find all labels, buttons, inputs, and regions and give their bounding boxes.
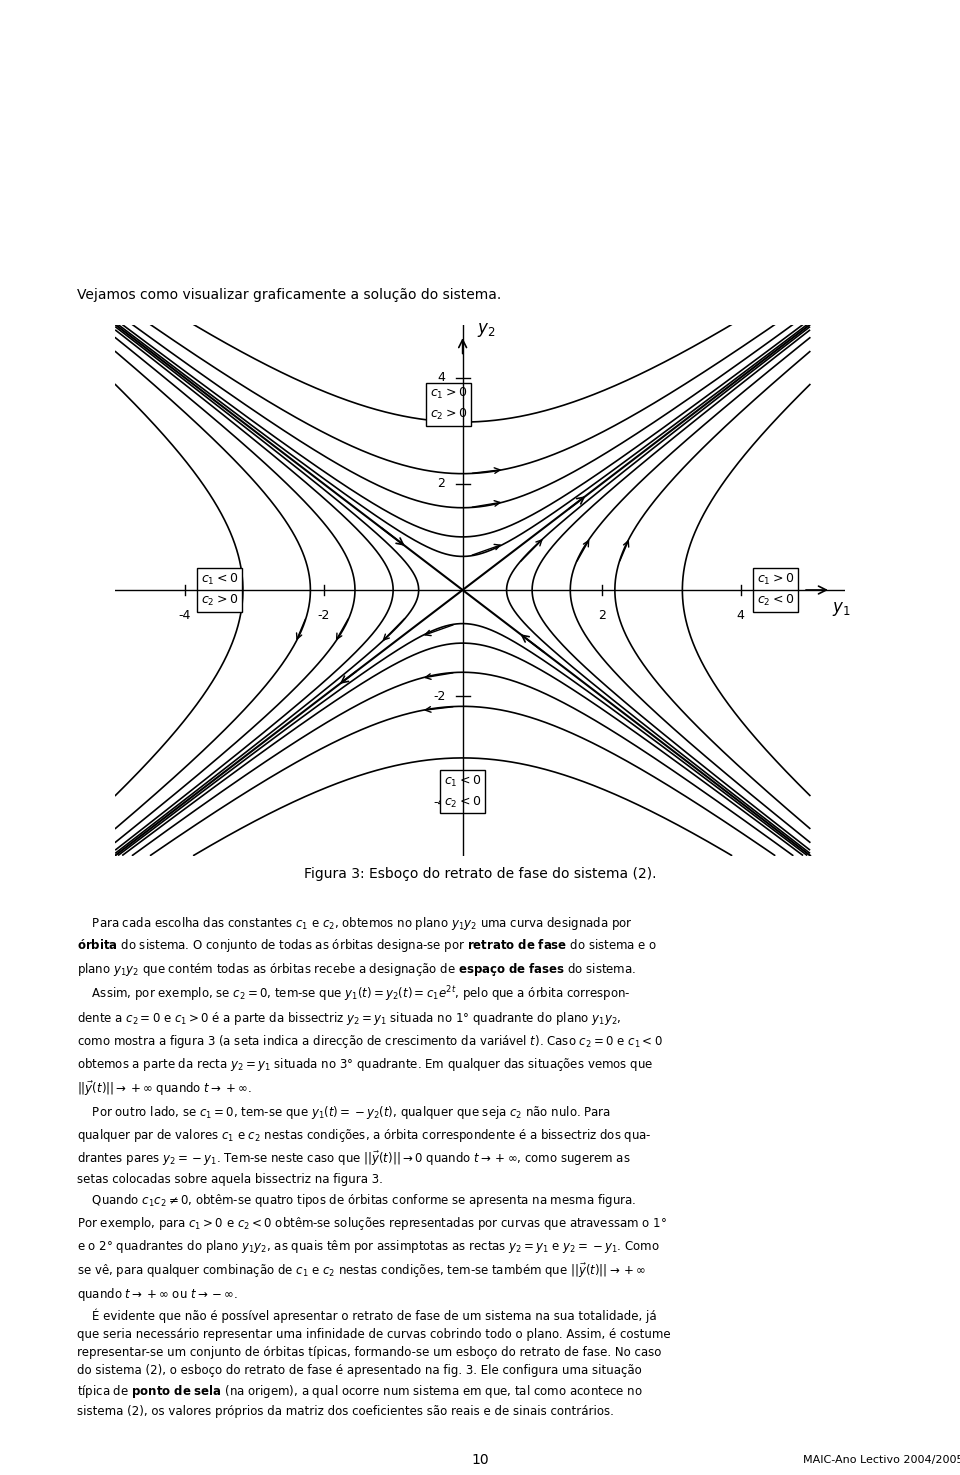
Text: 10: 10 — [471, 1453, 489, 1468]
Text: -4: -4 — [433, 796, 445, 808]
Text: 4: 4 — [438, 372, 445, 384]
Text: $c_1 > 0$
$c_2 < 0$: $c_1 > 0$ $c_2 < 0$ — [756, 572, 794, 608]
Text: Vejamos como visualizar graficamente a solução do sistema.: Vejamos como visualizar graficamente a s… — [77, 288, 501, 302]
Text: MAIC-Ano Lectivo 2004/2005: MAIC-Ano Lectivo 2004/2005 — [803, 1456, 960, 1465]
Text: Figura 3: Esboço do retrato de fase do sistema (2).: Figura 3: Esboço do retrato de fase do s… — [303, 867, 657, 881]
Text: $y_1$: $y_1$ — [832, 599, 851, 618]
Text: 2: 2 — [438, 478, 445, 490]
Text: -2: -2 — [433, 690, 445, 702]
Text: 4: 4 — [736, 609, 745, 621]
Text: Para cada escolha das constantes $c_1$ e $c_2$, obtemos no plano $y_1y_2$ uma cu: Para cada escolha das constantes $c_1$ e… — [77, 914, 670, 1417]
Text: $c_1 < 0$
$c_2 > 0$: $c_1 < 0$ $c_2 > 0$ — [201, 572, 238, 608]
Text: 2: 2 — [598, 609, 606, 621]
Text: $c_1 < 0$
$c_2 < 0$: $c_1 < 0$ $c_2 < 0$ — [444, 774, 481, 810]
Text: $y_2$: $y_2$ — [476, 320, 495, 339]
Text: $c_1 > 0$
$c_2 > 0$: $c_1 > 0$ $c_2 > 0$ — [430, 386, 468, 422]
Text: -4: -4 — [179, 609, 191, 621]
Text: -2: -2 — [318, 609, 330, 621]
